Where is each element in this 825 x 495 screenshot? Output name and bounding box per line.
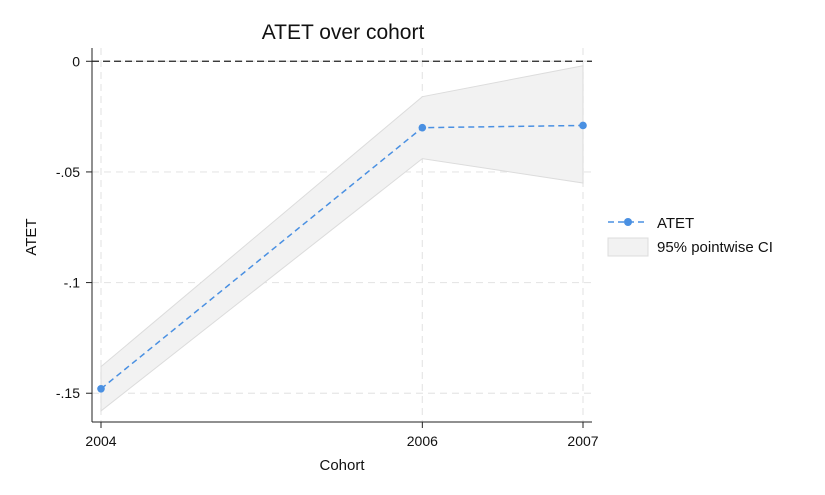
atet-point <box>418 123 427 132</box>
y-axis-label: ATET <box>23 218 40 255</box>
series-layer <box>97 121 587 393</box>
y-tick-label: 0 <box>72 53 80 69</box>
x-tick-label: 2004 <box>85 433 116 449</box>
legend-ci-swatch <box>607 237 649 257</box>
chart-title: ATET over cohort <box>262 21 425 44</box>
y-axis-ticks: 0 -.05 -.1 -.15 <box>56 53 92 401</box>
legend: ATET 95% pointwise CI <box>607 215 773 257</box>
y-tick-label: -.15 <box>56 385 80 401</box>
y-tick-label: -.05 <box>56 164 80 180</box>
legend-ci-label: 95% pointwise CI <box>657 239 773 256</box>
x-tick-label: 2007 <box>567 433 598 449</box>
atet-point <box>579 121 587 130</box>
atet-point <box>97 385 105 393</box>
y-tick-label: -.1 <box>64 275 81 291</box>
x-tick-label: 2006 <box>407 433 438 449</box>
ci-band-layer <box>100 65 584 412</box>
axes <box>91 48 592 423</box>
legend-atet-label: ATET <box>657 215 694 232</box>
ci-band <box>100 65 584 412</box>
x-axis-ticks: 2004 2006 2007 <box>85 422 599 449</box>
legend-atet-marker <box>624 218 632 226</box>
x-axis-label: Cohort <box>319 457 365 474</box>
